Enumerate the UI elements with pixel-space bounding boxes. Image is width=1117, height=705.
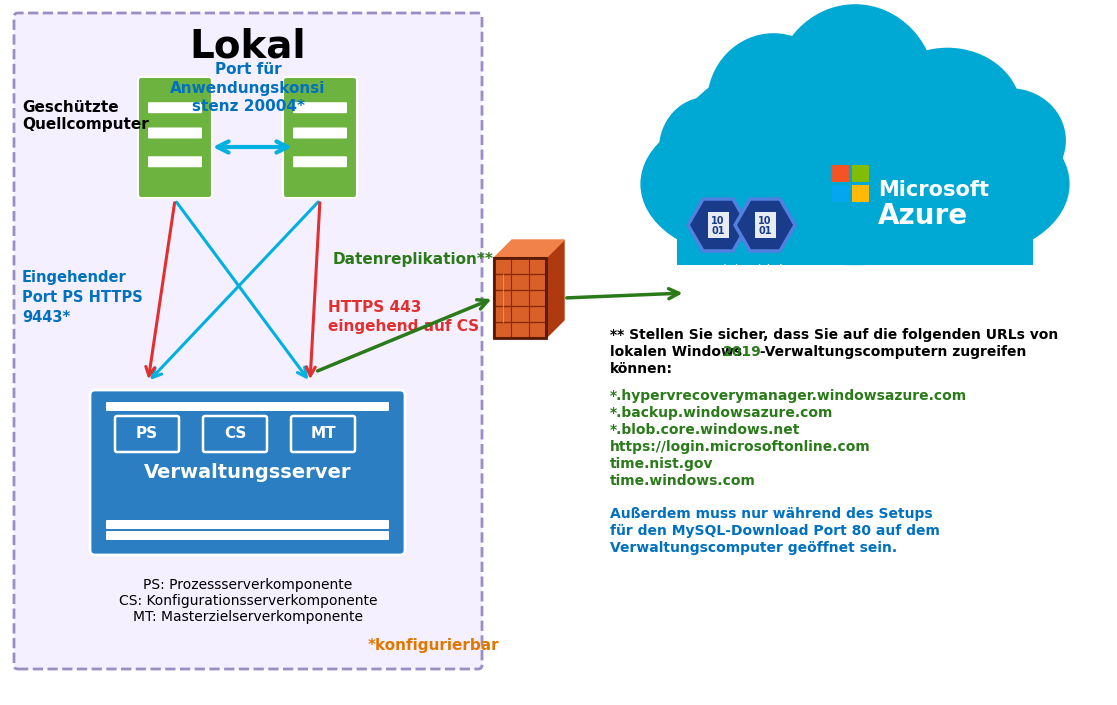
FancyBboxPatch shape xyxy=(90,390,405,555)
FancyBboxPatch shape xyxy=(293,157,347,167)
Text: 10: 10 xyxy=(758,216,772,226)
Text: CS: CS xyxy=(223,427,246,441)
FancyBboxPatch shape xyxy=(139,77,212,198)
Polygon shape xyxy=(735,199,795,251)
Text: Verwaltungsserver: Verwaltungsserver xyxy=(144,463,351,482)
FancyBboxPatch shape xyxy=(707,212,728,238)
Polygon shape xyxy=(546,240,564,338)
Text: Geschützte
Quellcomputer: Geschützte Quellcomputer xyxy=(22,100,149,133)
Ellipse shape xyxy=(659,97,755,202)
Text: Speicherblob: Speicherblob xyxy=(697,264,787,278)
Text: CS: Konfigurationsserverkomponente: CS: Konfigurationsserverkomponente xyxy=(118,594,378,608)
Text: Lokal: Lokal xyxy=(190,28,306,66)
Ellipse shape xyxy=(640,111,848,257)
FancyBboxPatch shape xyxy=(106,520,389,529)
Text: Eingehender
Port PS HTTPS
9443*: Eingehender Port PS HTTPS 9443* xyxy=(22,270,143,324)
FancyBboxPatch shape xyxy=(106,402,389,411)
Ellipse shape xyxy=(670,45,1040,265)
Ellipse shape xyxy=(774,4,936,178)
FancyBboxPatch shape xyxy=(147,102,202,114)
Text: Microsoft: Microsoft xyxy=(878,180,989,200)
Text: *konfigurierbar: *konfigurierbar xyxy=(367,638,499,653)
FancyBboxPatch shape xyxy=(15,13,483,669)
FancyBboxPatch shape xyxy=(832,165,849,182)
FancyBboxPatch shape xyxy=(494,258,546,338)
Text: Azure: Azure xyxy=(878,202,968,230)
Text: lokalen Windows: lokalen Windows xyxy=(610,345,752,359)
Text: *.hypervrecoverymanager.windowsazure.com: *.hypervrecoverymanager.windowsazure.com xyxy=(610,389,967,403)
Text: time.nist.gov: time.nist.gov xyxy=(610,457,714,471)
FancyBboxPatch shape xyxy=(293,102,347,114)
Ellipse shape xyxy=(955,88,1066,192)
Text: time.windows.com: time.windows.com xyxy=(610,474,756,488)
Text: Verwaltungscomputer geöffnet sein.: Verwaltungscomputer geöffnet sein. xyxy=(610,541,897,555)
Text: Port für
Anwendungskonsi
stenz 20004*: Port für Anwendungskonsi stenz 20004* xyxy=(170,62,326,114)
Text: MT: Masterzielserverkomponente: MT: Masterzielserverkomponente xyxy=(133,610,363,624)
FancyBboxPatch shape xyxy=(147,128,202,138)
Text: PS: PS xyxy=(136,427,159,441)
FancyBboxPatch shape xyxy=(147,157,202,167)
Text: Außerdem muss nur während des Setups: Außerdem muss nur während des Setups xyxy=(610,507,933,521)
Text: -Verwaltungscomputern zugreifen: -Verwaltungscomputern zugreifen xyxy=(755,345,1027,359)
FancyBboxPatch shape xyxy=(754,212,775,238)
FancyBboxPatch shape xyxy=(852,165,869,182)
Text: PS: Prozessserverkomponente: PS: Prozessserverkomponente xyxy=(143,578,353,592)
Text: Datenreplikation**: Datenreplikation** xyxy=(333,252,494,267)
Text: für den MySQL-Download Port 80 auf dem: für den MySQL-Download Port 80 auf dem xyxy=(610,524,939,538)
Text: 01: 01 xyxy=(758,226,772,236)
Ellipse shape xyxy=(862,111,1070,257)
Text: 01: 01 xyxy=(712,226,725,236)
Text: ** Stellen Sie sicher, dass Sie auf die folgenden URLs von: ** Stellen Sie sicher, dass Sie auf die … xyxy=(610,328,1058,342)
FancyBboxPatch shape xyxy=(293,128,347,138)
FancyBboxPatch shape xyxy=(677,155,1032,265)
Text: MT: MT xyxy=(311,427,336,441)
Text: https://login.microsoftonline.com: https://login.microsoftonline.com xyxy=(610,440,871,454)
FancyBboxPatch shape xyxy=(283,77,357,198)
Polygon shape xyxy=(688,199,748,251)
FancyBboxPatch shape xyxy=(106,531,389,540)
Text: 10: 10 xyxy=(712,216,725,226)
Polygon shape xyxy=(494,240,564,258)
Text: *.blob.core.windows.net: *.blob.core.windows.net xyxy=(610,423,801,437)
Ellipse shape xyxy=(873,48,1022,176)
FancyBboxPatch shape xyxy=(832,185,849,202)
Text: 2019: 2019 xyxy=(723,345,762,359)
Text: HTTPS 443
eingehend auf CS: HTTPS 443 eingehend auf CS xyxy=(328,300,479,333)
Text: *.backup.windowsazure.com: *.backup.windowsazure.com xyxy=(610,406,833,420)
Ellipse shape xyxy=(707,33,840,173)
FancyBboxPatch shape xyxy=(852,185,869,202)
Text: können:: können: xyxy=(610,362,674,376)
